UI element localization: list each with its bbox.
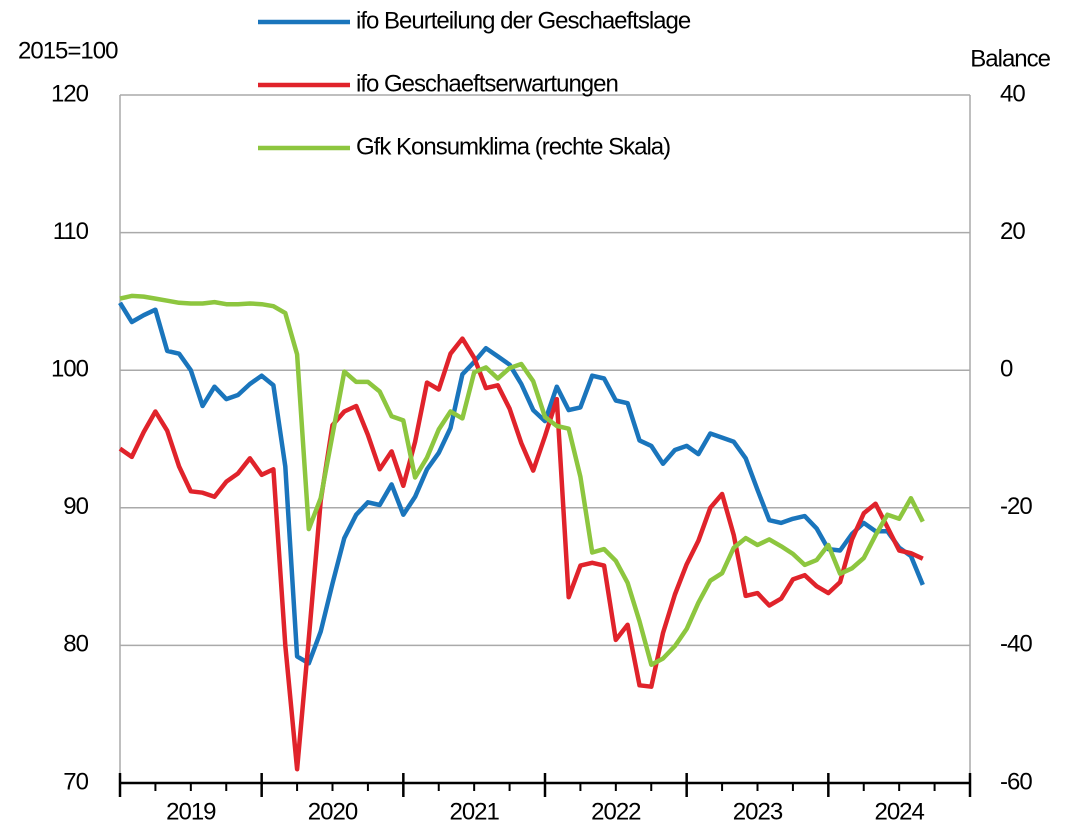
x-tick-label: 2023 — [733, 798, 783, 825]
legend-label: ifo Geschaeftserwartungen — [356, 70, 618, 97]
legend-label: Gfk Konsumklima (rechte Skala) — [356, 133, 670, 160]
y-tick-label: 100 — [51, 356, 89, 383]
y-tick-label: 90 — [63, 493, 88, 520]
y2-tick-label: -60 — [1000, 768, 1032, 795]
y-axis-label: 2015=100 — [18, 37, 118, 64]
y-tick-label: 110 — [53, 218, 89, 245]
legend-label: ifo Beurteilung der Geschaeftslage — [356, 7, 691, 34]
series-line — [118, 301, 925, 666]
x-tick-label: 2022 — [591, 798, 641, 825]
y2-axis-label: Balance — [970, 45, 1050, 72]
x-tick-label: 2019 — [166, 798, 216, 825]
x-tick-label: 2021 — [449, 798, 499, 825]
x-tick-label: 2020 — [308, 798, 358, 825]
y-tick-label: 70 — [63, 768, 88, 795]
y-tick-label: 120 — [51, 80, 89, 107]
y2-tick-label: 0 — [1000, 356, 1013, 383]
y-tick-label: 80 — [63, 631, 88, 658]
y2-tick-label: -20 — [1000, 493, 1032, 520]
y2-tick-label: 40 — [1000, 80, 1025, 107]
series-line — [119, 293, 925, 667]
series-line — [118, 336, 924, 772]
x-tick-label: 2024 — [874, 798, 924, 825]
y2-tick-label: -40 — [1000, 631, 1032, 658]
y2-tick-label: 20 — [1000, 218, 1025, 245]
